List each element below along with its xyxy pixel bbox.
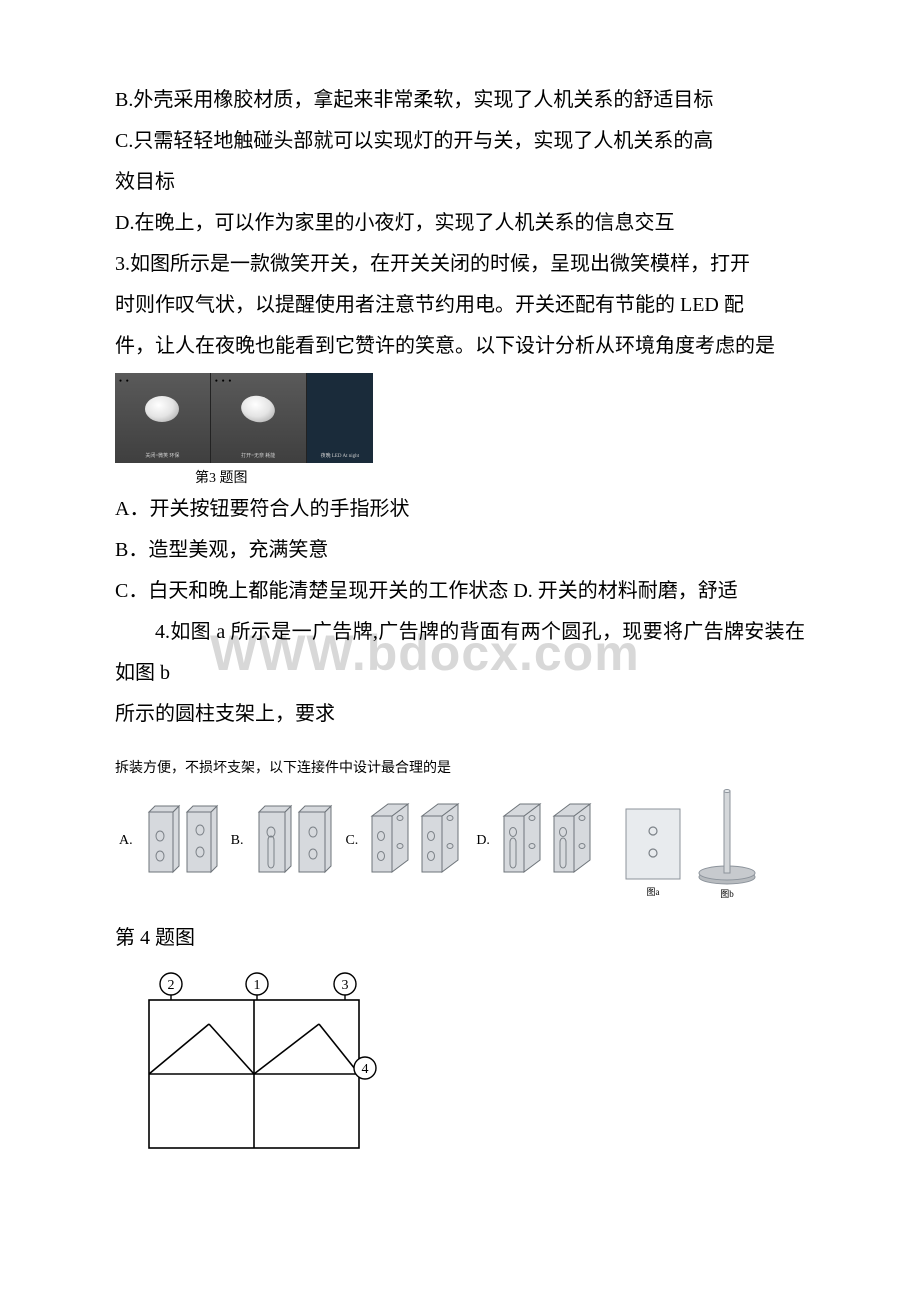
q3-stem-line3: 件，让人在夜晚也能看到它赞许的笑意。以下设计分析从环境角度考虑的是 bbox=[115, 326, 805, 367]
q5-label-3: 3 bbox=[342, 978, 349, 993]
q3-stem-line1: 3.如图所示是一款微笑开关，在开关关闭的时候，呈现出微笑模样，打开 bbox=[115, 244, 805, 285]
q3-option-a: A．开关按钮要符合人的手指形状 bbox=[115, 489, 805, 530]
q4-label-a: A. bbox=[119, 833, 133, 849]
q5-label-2: 2 bbox=[168, 978, 175, 993]
q2-option-c-line1: C.只需轻轻地触碰头部就可以实现灯的开与关，实现了人机关系的高 bbox=[115, 121, 805, 162]
q4-caption: 第 4 题图 bbox=[115, 921, 805, 950]
q3-stem-line2: 时则作叹气状，以提醒使用者注意节约用电。开关还配有节能的 LED 配 bbox=[115, 285, 805, 326]
q3-panel3-label: 夜晚 LED At night bbox=[307, 452, 373, 459]
q2-option-d: D.在晚上，可以作为家里的小夜灯，实现了人机关系的信息交互 bbox=[115, 203, 805, 244]
q4-option-d-figure bbox=[500, 802, 596, 880]
q4-option-a-figure bbox=[143, 802, 219, 880]
q4-options-row: A. B. bbox=[115, 783, 805, 899]
q4-subline: 拆装方便，不损坏支架，以下连接件中设计最合理的是 bbox=[115, 757, 805, 777]
q4-figure-b: 图b bbox=[694, 783, 760, 899]
q3-figure-caption: 第3 题图 bbox=[195, 467, 248, 487]
q2-option-b: B.外壳采用橡胶材质，拿起来非常柔软，实现了人机关系的舒适目标 bbox=[115, 80, 805, 121]
dots-icon: ● ● ● bbox=[215, 379, 232, 384]
q5-label-1: 1 bbox=[254, 978, 261, 993]
q4-stem-line1: 4.如图 a 所示是一广告牌,广告牌的背面有两个圆孔，现要将广告牌安装在如图 b bbox=[115, 612, 805, 694]
q3-figure: ● ● 关闭=微笑 环保 ● ● ● 打开=无奈 耗能 夜晚 LED At ni… bbox=[115, 373, 805, 487]
q3-figure-panel-1: ● ● 关闭=微笑 环保 bbox=[115, 373, 211, 463]
q4-label-b: B. bbox=[231, 833, 244, 849]
q3-option-b: B．造型美观，充满笑意 bbox=[115, 530, 805, 571]
q4-right-figures: 图a 图b bbox=[618, 783, 760, 899]
q4-stem-line2: 所示的圆柱支架上，要求 bbox=[115, 694, 805, 735]
q3-figure-panel-3: 夜晚 LED At night bbox=[307, 373, 373, 463]
q3-panel1-label: 关闭=微笑 环保 bbox=[115, 452, 210, 459]
q4-figure-a: 图a bbox=[618, 803, 688, 899]
q4-figb-label: 图b bbox=[720, 889, 734, 899]
q4-figure-block: 拆装方便，不损坏支架，以下连接件中设计最合理的是 A. bbox=[115, 757, 805, 950]
dots-icon: ● ● bbox=[119, 379, 129, 384]
q3-option-cd: C．白天和晚上都能清楚呈现开关的工作状态 D. 开关的材料耐磨，舒适 bbox=[115, 571, 805, 612]
switch-icon bbox=[239, 393, 278, 426]
q4-figa-label: 图a bbox=[646, 887, 659, 897]
q4-label-c: C. bbox=[345, 833, 358, 849]
q4-label-d: D. bbox=[476, 833, 490, 849]
switch-icon bbox=[145, 396, 179, 422]
q4-option-c-figure bbox=[368, 802, 464, 880]
q3-figure-panel-2: ● ● ● 打开=无奈 耗能 bbox=[211, 373, 307, 463]
q4-option-b-figure bbox=[253, 802, 333, 880]
q3-figure-image: ● ● 关闭=微笑 环保 ● ● ● 打开=无奈 耗能 夜晚 LED At ni… bbox=[115, 373, 373, 463]
q5-label-4: 4 bbox=[362, 1062, 369, 1077]
q2-option-c-line2: 效目标 bbox=[115, 162, 805, 203]
q3-panel2-label: 打开=无奈 耗能 bbox=[211, 452, 306, 459]
q5-figure: 2 1 3 4 bbox=[129, 968, 805, 1167]
